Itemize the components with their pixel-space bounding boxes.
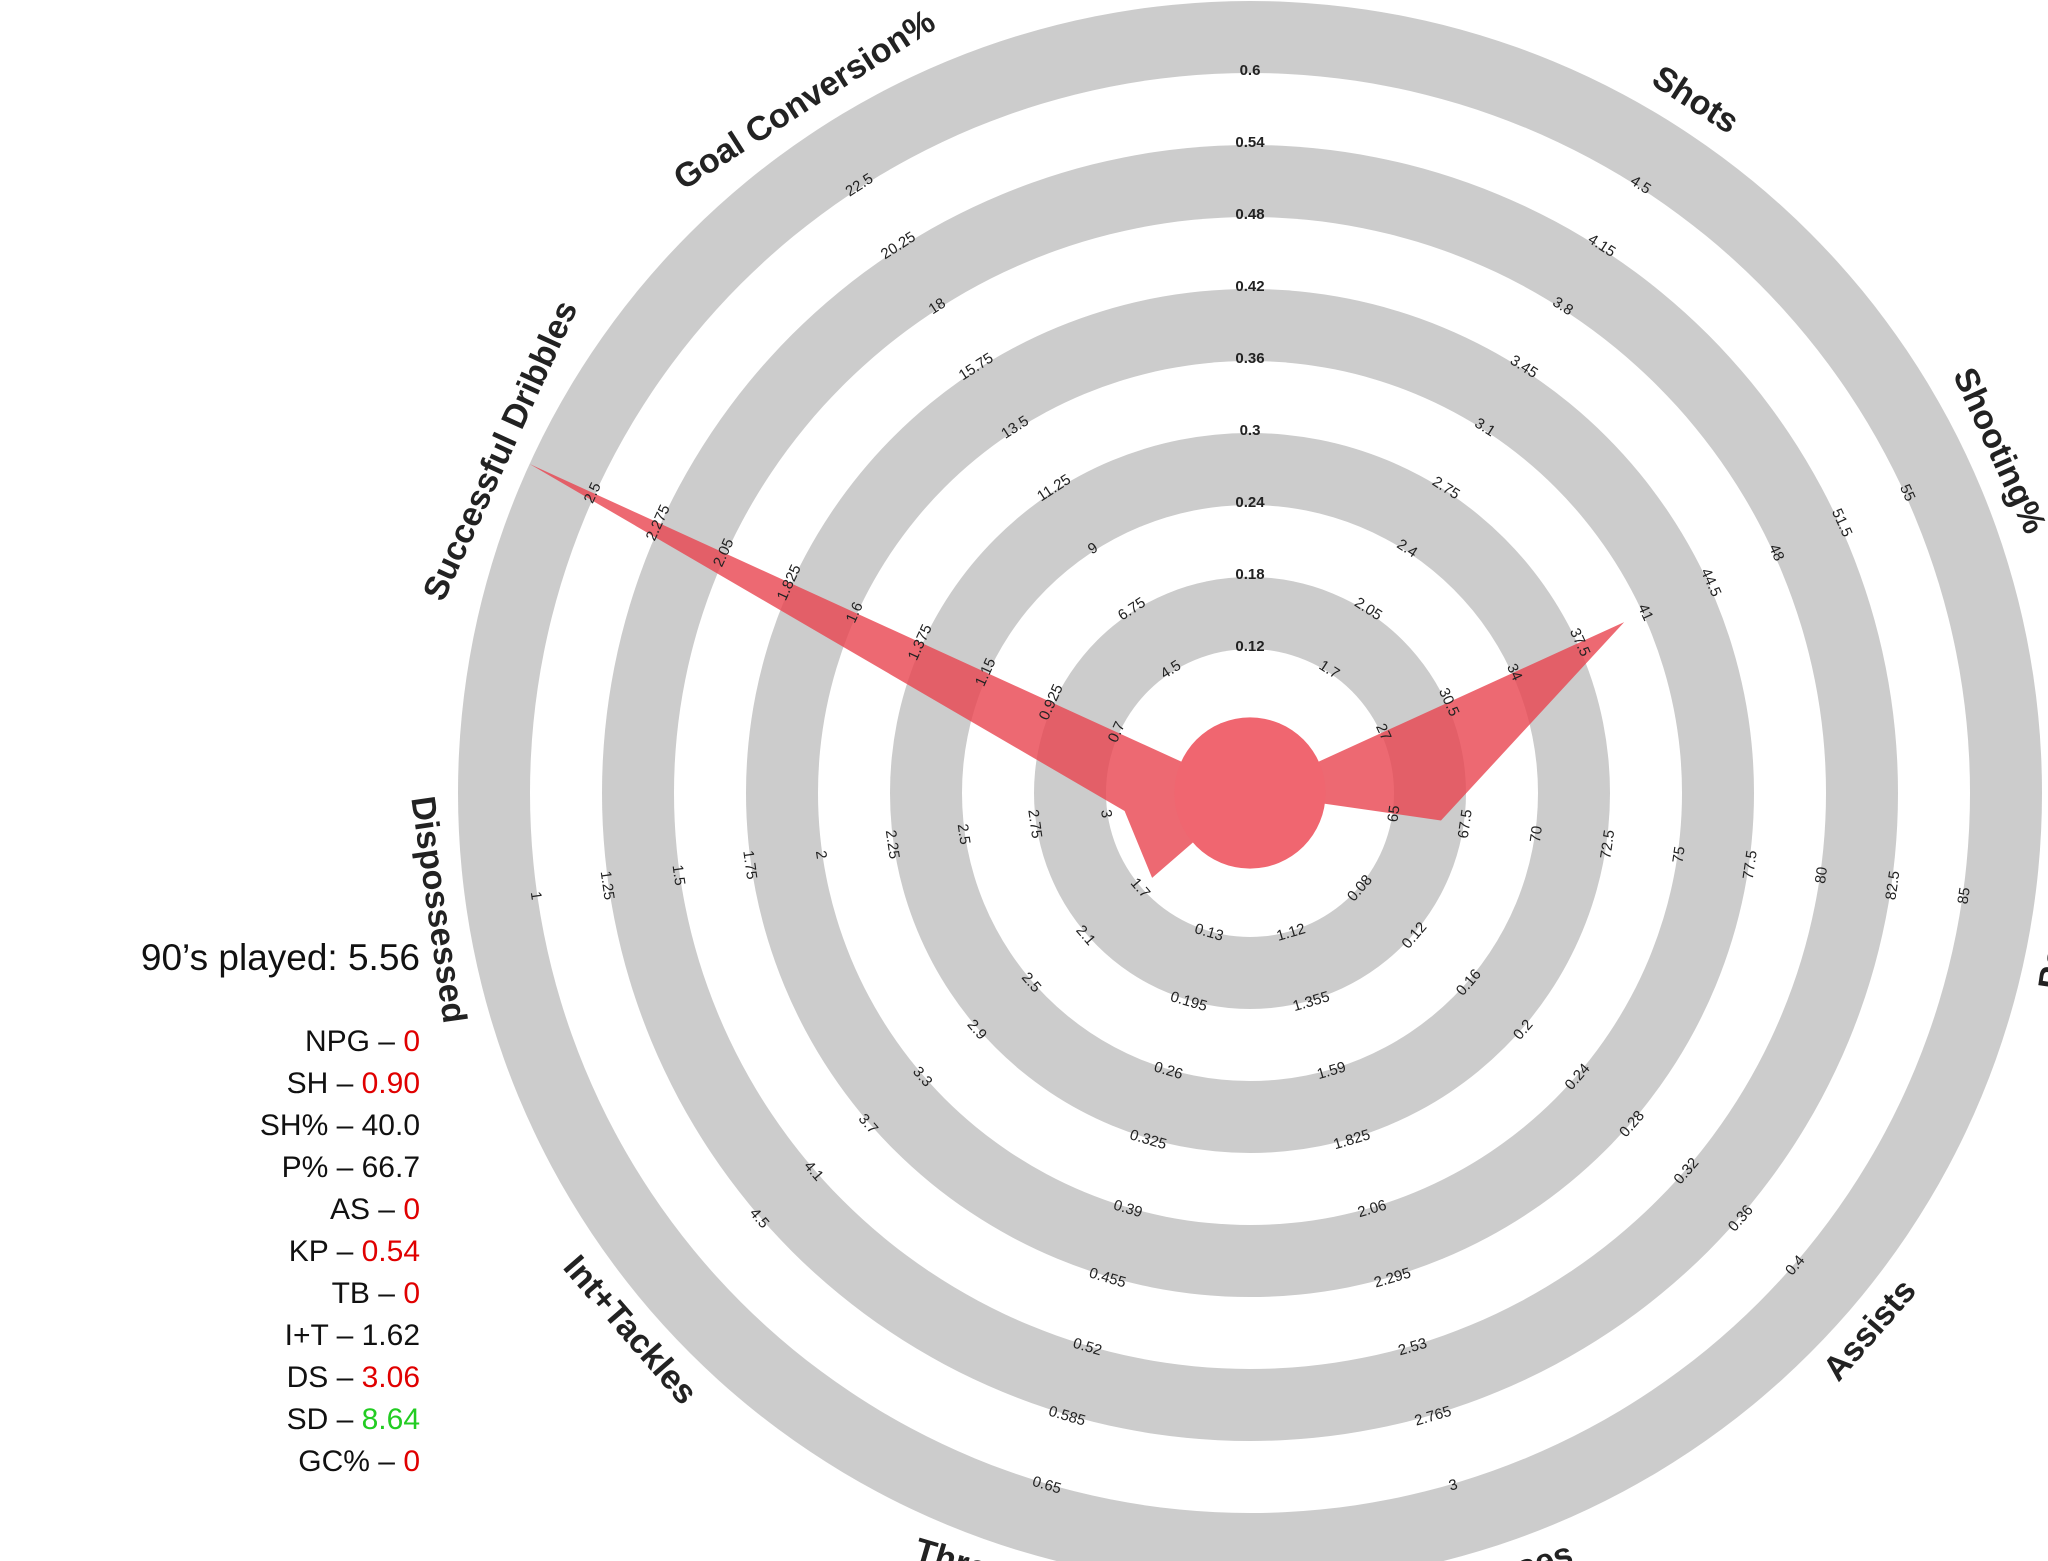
tick-label: 0.42 (1235, 278, 1264, 295)
tick-label: 1 (527, 890, 545, 901)
stat-label: SH% – (259, 1109, 362, 1142)
stat-label: NPG – (304, 1025, 404, 1058)
tick-label: 0.18 (1235, 566, 1264, 583)
stat-value: 3.06 (361, 1361, 420, 1394)
tick-label: 85 (1955, 886, 1974, 905)
stat-row: KP – 0.54 (80, 1231, 420, 1273)
stat-row: GC% – 0 (80, 1441, 420, 1483)
stat-row: AS – 0 (80, 1189, 420, 1231)
radar-value-polygon (529, 464, 1625, 878)
radar-area (529, 464, 1625, 878)
tick-label: 1.25 (597, 870, 618, 901)
stat-row: SH% – 40.0 (80, 1105, 420, 1147)
tick-label: 0.36 (1235, 350, 1264, 367)
stat-row: I+T – 1.62 (80, 1315, 420, 1357)
stat-row: SH – 0.90 (80, 1063, 420, 1105)
stat-value: 0.54 (361, 1235, 420, 1268)
tick-label: 48 (1765, 542, 1787, 564)
stat-row: TB – 0 (80, 1273, 420, 1315)
tick-label: 2.25 (882, 829, 903, 860)
tick-label: 27 (1372, 721, 1394, 743)
tick-label: 3 (1097, 808, 1115, 819)
stat-value: 66.7 (361, 1151, 420, 1184)
tick-label: 34 (1503, 661, 1525, 683)
stat-row: NPG – 0 (80, 1021, 420, 1063)
stat-value: 0 (403, 1445, 420, 1478)
stat-value: 0 (403, 1277, 420, 1310)
radar-center-disc (1174, 717, 1326, 869)
stat-label: KP – (288, 1235, 362, 1268)
tick-label: 18 (926, 295, 949, 318)
tick-label: 80 (1812, 866, 1831, 885)
stat-label: I+T – (284, 1319, 362, 1352)
stat-value: 0 (403, 1193, 420, 1226)
stat-value: 1.62 (361, 1319, 420, 1352)
tick-label: 2.5 (954, 823, 974, 846)
tick-label: 0.12 (1235, 638, 1264, 655)
tick-label: 75 (1669, 845, 1688, 864)
tick-label: 82.5 (1882, 870, 1903, 901)
stat-value: 0 (403, 1025, 420, 1058)
tick-label: 1.75 (739, 849, 760, 880)
tick-label: 1.5 (669, 864, 689, 887)
tick-label: 0.24 (1235, 494, 1265, 511)
stat-value: 40.0 (361, 1109, 420, 1142)
tick-label: 77.5 (1740, 849, 1761, 880)
stat-label: GC% – (298, 1445, 404, 1478)
stat-list: NPG – 0 SH – 0.90 SH% – 40.0 P% – 66.7 AS – … (80, 1021, 420, 1483)
stat-row: P% – 66.7 (80, 1147, 420, 1189)
stat-value: 8.64 (361, 1403, 420, 1436)
stat-label: SH – (286, 1067, 362, 1100)
tick-label: 55 (1896, 482, 1918, 504)
stats-panel: 90’s played: 5.56 NPG – 0 SH – 0.90 SH% – … (80, 935, 420, 1483)
minutes-played: 90’s played: 5.56 (140, 937, 420, 978)
tick-label: 0.6 (1240, 62, 1261, 79)
tick-label: 67.5 (1455, 808, 1476, 839)
tick-label: 2 (812, 849, 830, 860)
stat-row: DS – 3.06 (80, 1357, 420, 1399)
stat-row: SD – 8.64 (80, 1399, 420, 1441)
stat-label: P% – (281, 1151, 362, 1184)
tick-label: 70 (1527, 825, 1546, 844)
tick-label: 2.75 (1024, 808, 1045, 839)
tick-label: 41 (1634, 601, 1656, 623)
tick-label: 0.48 (1235, 206, 1264, 223)
tick-label: 0.3 (1240, 422, 1261, 439)
stat-label: DS – (286, 1361, 362, 1394)
stat-label: SD – (286, 1403, 362, 1436)
tick-label: 65 (1384, 804, 1403, 823)
stat-label: TB – (331, 1277, 404, 1310)
stat-value: 0.90 (361, 1067, 420, 1100)
stat-label: AS – (329, 1193, 404, 1226)
tick-label: 0.54 (1235, 134, 1265, 151)
tick-label: 72.5 (1597, 829, 1618, 860)
